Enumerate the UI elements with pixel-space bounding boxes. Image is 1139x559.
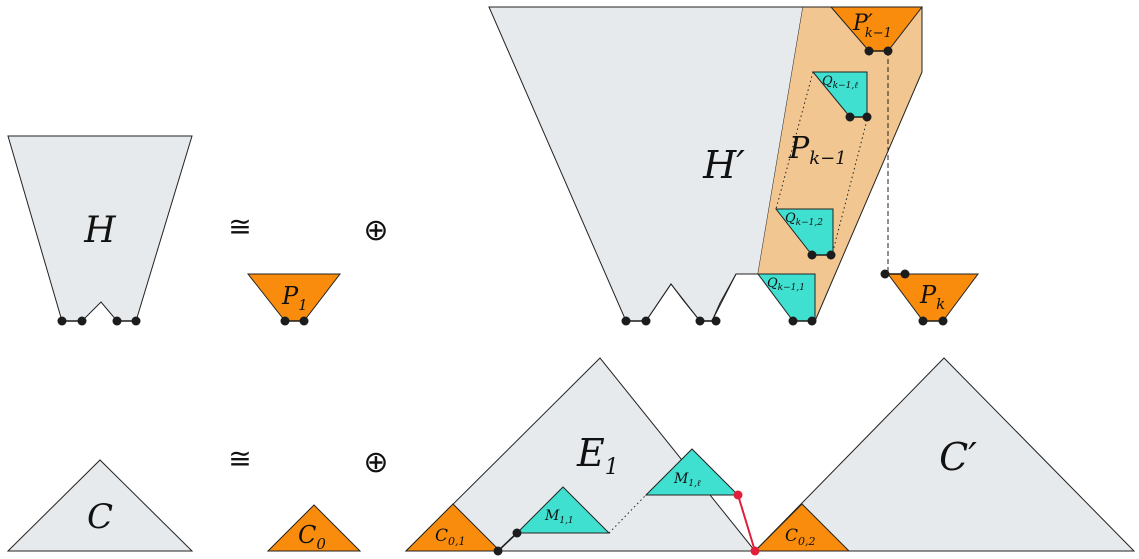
node xyxy=(826,250,836,260)
P-k-shape: Pk xyxy=(880,269,979,326)
label-P1: P1 xyxy=(281,282,308,314)
oplus-symbol-top: ⊕ xyxy=(363,213,388,248)
dotted-connector xyxy=(775,71,814,210)
label-C02: C0,2 xyxy=(785,526,816,548)
Q-k-minus-1-l-shape: Qk−1,ℓ xyxy=(811,71,872,122)
C0-shape: C0 xyxy=(266,504,362,553)
node xyxy=(862,112,872,122)
node xyxy=(493,546,503,556)
H-prime-shape: H′ xyxy=(488,6,923,326)
node xyxy=(299,316,309,326)
label-C0: C0 xyxy=(298,521,326,553)
label-P-k: Pk xyxy=(919,281,945,313)
label-P-prime-k-minus-1: P′k−1 xyxy=(852,11,892,41)
C02-shape: C0,2 xyxy=(753,503,851,552)
dotted-connector xyxy=(832,119,868,252)
node xyxy=(938,316,948,326)
node xyxy=(807,250,817,260)
node xyxy=(900,269,910,279)
label-H: H xyxy=(83,210,116,251)
C01-shape: C0,1 xyxy=(404,503,502,552)
node xyxy=(695,316,705,326)
node xyxy=(112,316,122,326)
label-H-prime: H′ xyxy=(702,143,745,187)
iso-symbol-bottom: ≅ xyxy=(228,442,251,475)
C-shape: C xyxy=(6,459,194,552)
node xyxy=(807,316,817,326)
red-node xyxy=(733,490,743,500)
Q-k-minus-1-2-shape: Qk−1,2 xyxy=(774,208,836,260)
label-M1l: M1,ℓ xyxy=(673,471,701,489)
node xyxy=(57,316,67,326)
node xyxy=(280,316,290,326)
node xyxy=(131,316,141,326)
label-P-k-minus-1: Pk−1 xyxy=(788,131,847,169)
Q-k-minus-1-1-shape: Qk−1,1 xyxy=(757,273,817,326)
label-C: C xyxy=(87,497,113,537)
label-C01: C0,1 xyxy=(435,526,466,548)
node xyxy=(845,112,855,122)
E1-shape: E1 xyxy=(404,357,757,552)
iso-symbol-top: ≅ xyxy=(228,210,251,243)
label-M11: M1,1 xyxy=(544,508,574,526)
label-E1: E1 xyxy=(576,431,619,480)
label-Q-k-minus-1-1: Qk−1,1 xyxy=(767,276,805,293)
red-node xyxy=(750,546,760,556)
label-Q-k-minus-1-l: Qk−1,ℓ xyxy=(822,74,858,91)
H-shape: H xyxy=(7,135,193,326)
oplus-symbol-bottom: ⊕ xyxy=(363,445,388,480)
node xyxy=(711,316,721,326)
label-C-prime: C′ xyxy=(939,435,977,479)
red-path xyxy=(737,494,756,552)
node xyxy=(918,316,928,326)
node xyxy=(621,316,631,326)
node xyxy=(880,269,890,279)
node xyxy=(512,528,522,538)
node xyxy=(864,46,874,56)
label-Q-k-minus-1-2: Qk−1,2 xyxy=(785,211,823,228)
C-prime-shape: C′ xyxy=(753,357,1136,552)
node xyxy=(788,316,798,326)
P1-shape: P1 xyxy=(246,273,342,326)
M1l-shape: M1,ℓ xyxy=(644,448,740,496)
node xyxy=(641,316,651,326)
node xyxy=(77,316,87,326)
M11-shape: M1,1 xyxy=(515,486,611,534)
